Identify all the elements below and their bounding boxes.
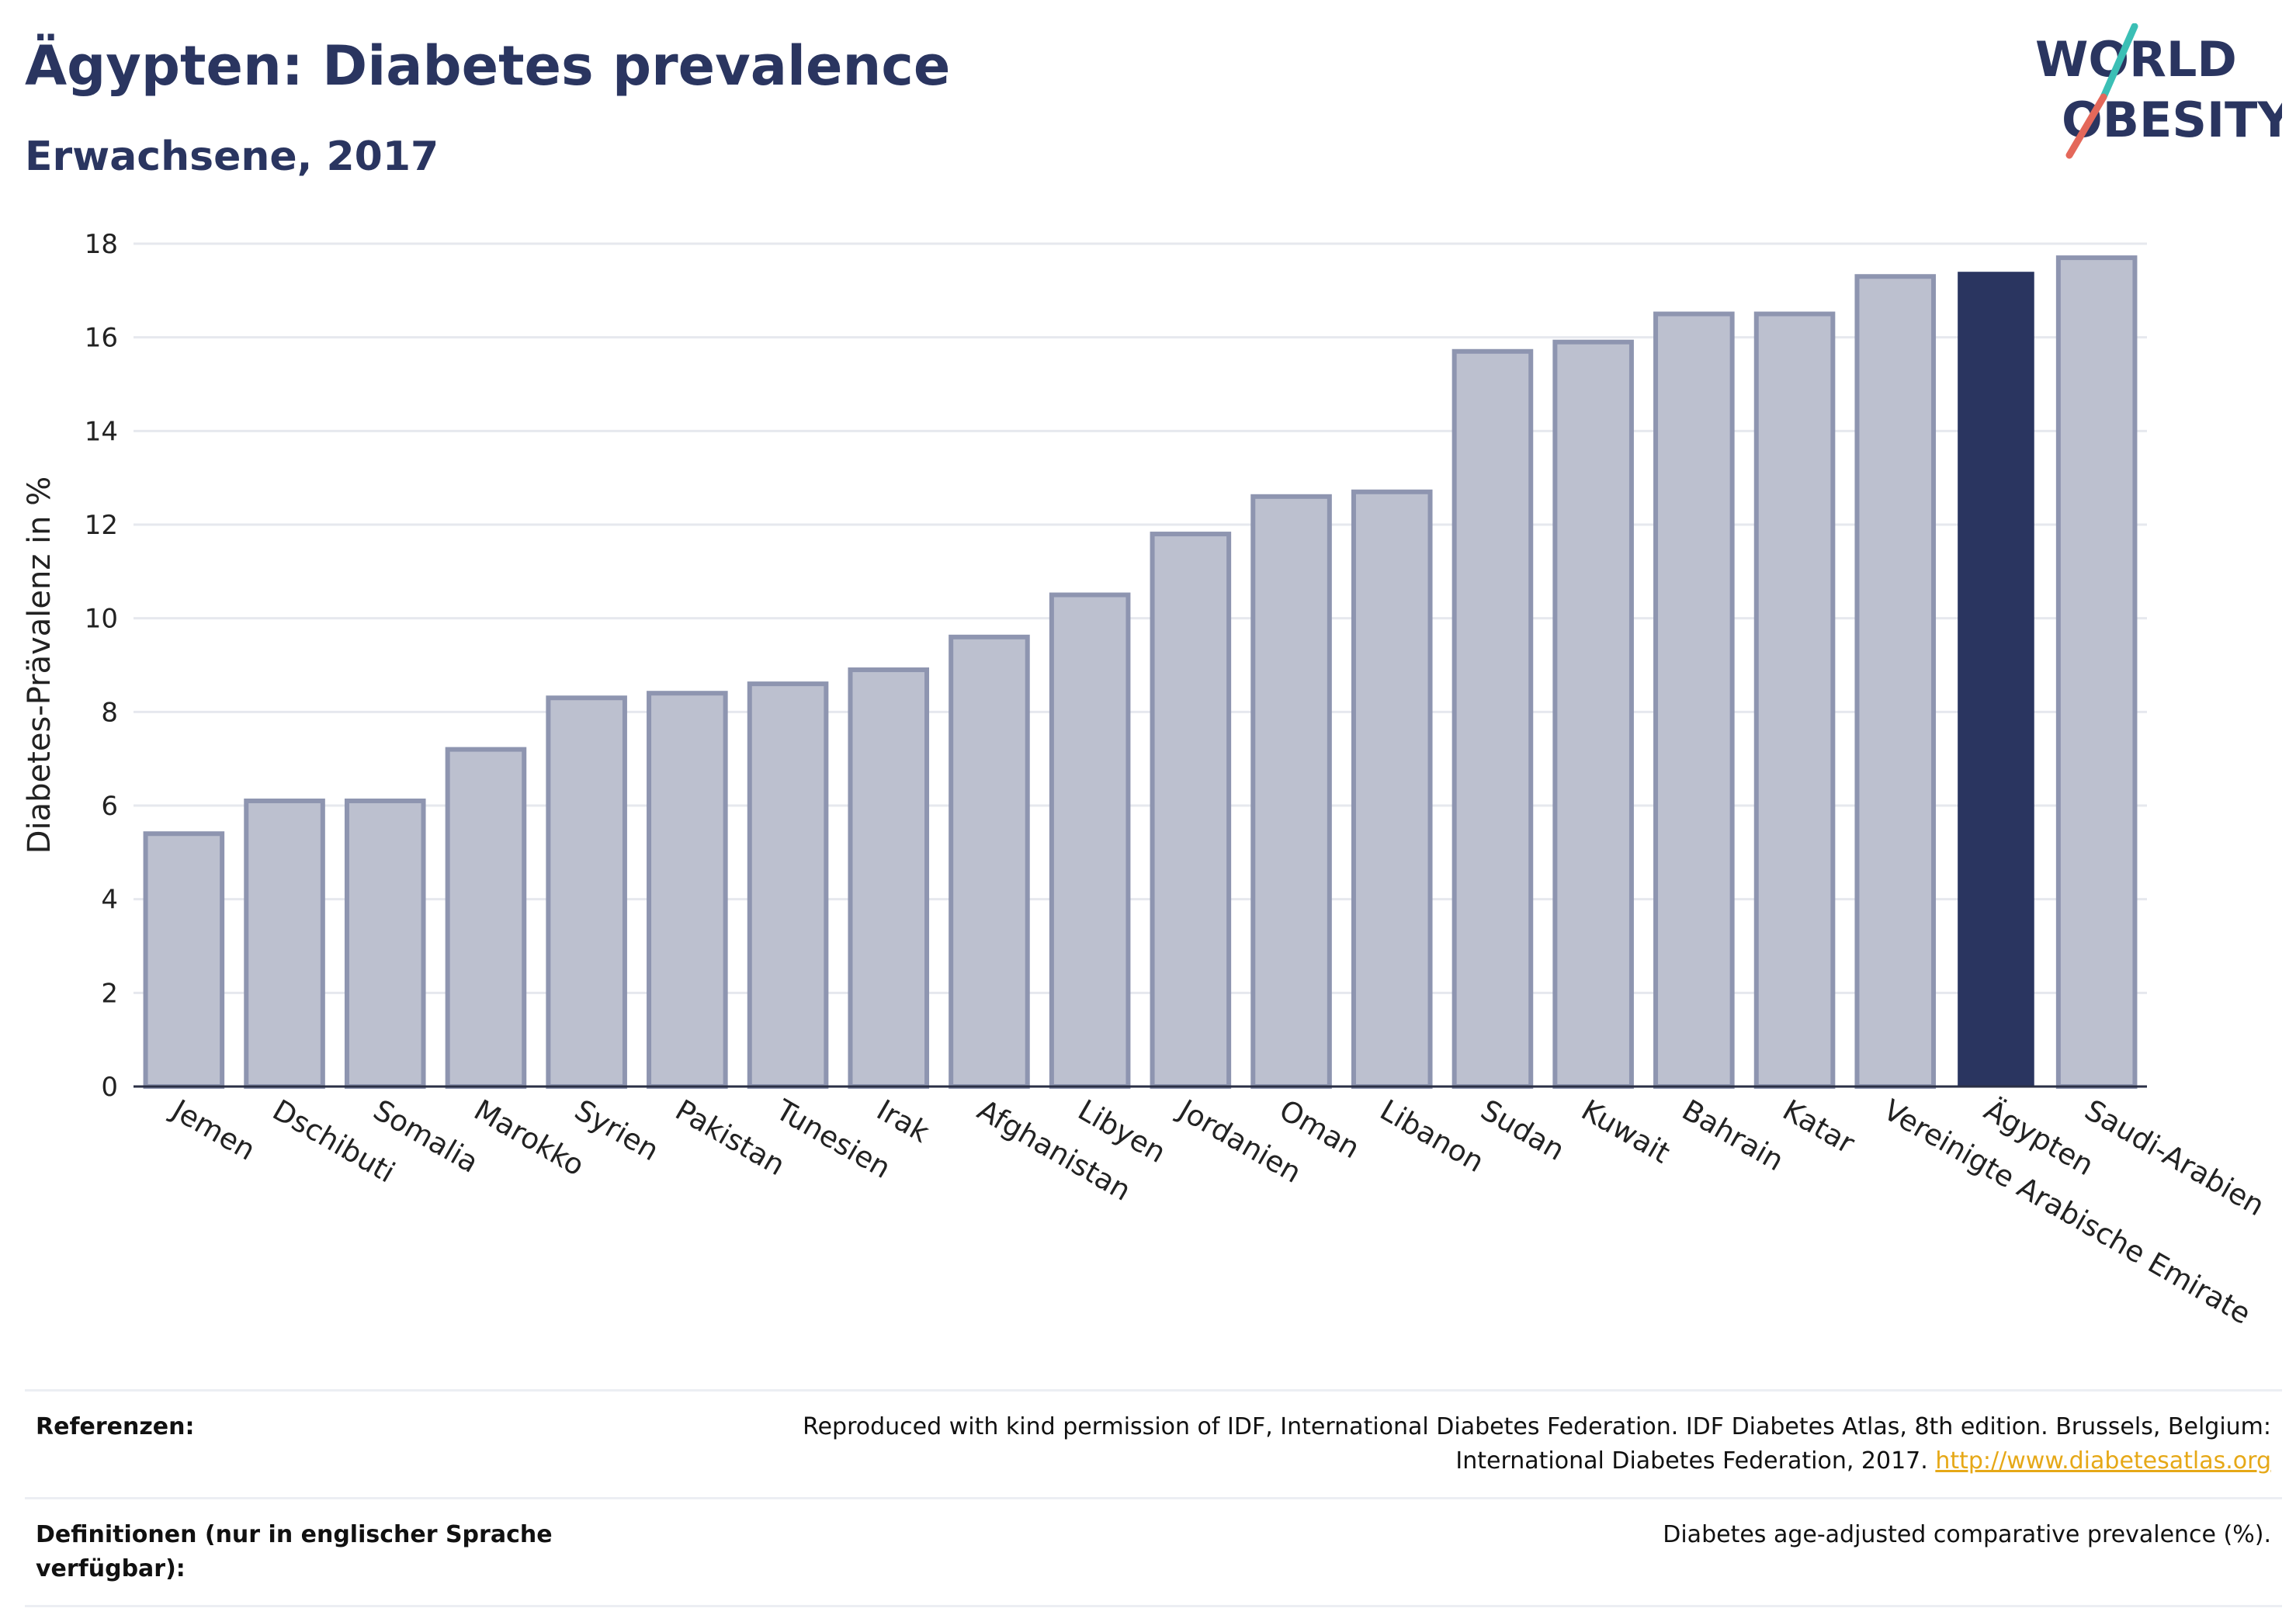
bar (1653, 311, 1735, 1089)
y-tick-label: 6 (101, 791, 118, 822)
bar (143, 831, 225, 1089)
bar (949, 634, 1030, 1089)
logo-word-world: WORLD (2035, 31, 2237, 88)
references-label: Referenzen: (36, 1413, 195, 1440)
bars-layer (143, 255, 2138, 1090)
bar (647, 691, 728, 1089)
bar (1351, 489, 1433, 1089)
x-tick-label: Bahrain (1677, 1093, 1789, 1178)
references-link[interactable]: http://www.diabetesatlas.org (1935, 1447, 2271, 1475)
bar (1150, 532, 1232, 1090)
bar-highlighted (1958, 272, 2034, 1087)
references-text-block: Reproduced with kind permission of IDF, … (680, 1410, 2271, 1478)
x-tick-label: Irak (871, 1093, 935, 1150)
bar (445, 747, 527, 1089)
definitions-text: Diabetes age-adjusted comparative preval… (1663, 1521, 2271, 1548)
y-tick-label: 0 (101, 1072, 118, 1103)
bar (1451, 348, 1534, 1089)
bar-chart: 0 2 4 6 8 10 12 14 16 18 Jemen DschibutiSomaliaMar… (22, 229, 2270, 1331)
y-tick-label: 10 (85, 604, 118, 635)
definitions-row: Definitionen (nur in englischer Sprache … (25, 1497, 2282, 1607)
bar (244, 798, 325, 1089)
logo-word-obesity: OBESITY (2062, 92, 2282, 148)
definitions-label: Definitionen (nur in englischer Sprache … (36, 1521, 553, 1582)
x-tick-label: Tunesien (770, 1093, 897, 1185)
bar (1250, 494, 1332, 1089)
logo-slash-teal (2100, 23, 2138, 101)
y-ticks-layer: 0 2 4 6 8 10 12 14 16 18 (85, 229, 118, 1103)
x-tick-label: Vereinigte Arabische Emirate (1878, 1093, 2256, 1331)
y-tick-label: 4 (101, 885, 118, 916)
x-tick-label: Jemen (165, 1093, 262, 1167)
bar (2055, 255, 2138, 1090)
bar (848, 667, 930, 1089)
x-tick-label: Libanon (1375, 1093, 1490, 1180)
chart-title: Ägypten: Diabetes prevalence (25, 34, 951, 98)
x-tick-label: Marokko (468, 1093, 589, 1183)
x-tick-label: Sudan (1475, 1093, 1569, 1168)
y-axis-title: Diabetes-Prävalenz in % (22, 477, 57, 854)
y-tick-label: 12 (85, 510, 118, 541)
y-tick-label: 8 (101, 697, 118, 728)
y-tick-label: 16 (85, 323, 118, 354)
bar (1552, 339, 1634, 1089)
bar (1049, 592, 1131, 1089)
y-tick-label: 2 (101, 978, 118, 1009)
chart-subtitle: Erwachsene, 2017 (25, 133, 439, 180)
bar (344, 798, 426, 1089)
grid-layer (134, 242, 2147, 1088)
bar (1854, 274, 1937, 1090)
references-table: Referenzen: Reproduced with kind permiss… (25, 1389, 2282, 1607)
x-tick-label: Pakistan (670, 1093, 791, 1183)
references-row: Referenzen: Reproduced with kind permiss… (25, 1389, 2282, 1497)
x-tick-label: Katar (1777, 1093, 1861, 1161)
y-tick-label: 18 (85, 229, 118, 260)
world-obesity-logo: WORLD OBESITY (2035, 23, 2282, 159)
bar (546, 695, 627, 1089)
bar (747, 681, 829, 1089)
references-text: Reproduced with kind permission of IDF, … (803, 1413, 2271, 1475)
x-tick-label: Kuwait (1576, 1093, 1676, 1170)
logo-slash-red (2065, 93, 2107, 159)
x-tick-label: Saudi-Arabien (2079, 1093, 2270, 1223)
bar (1753, 311, 1836, 1089)
y-tick-label: 14 (85, 416, 118, 447)
